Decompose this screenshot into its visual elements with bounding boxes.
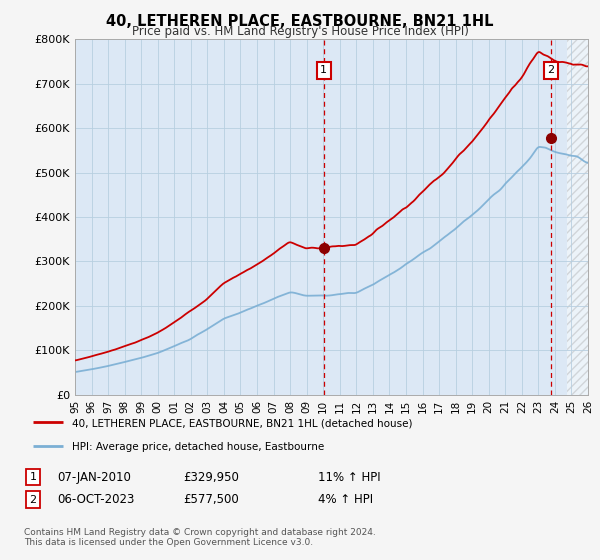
Text: 1: 1 <box>29 472 37 482</box>
Text: 40, LETHEREN PLACE, EASTBOURNE, BN21 1HL: 40, LETHEREN PLACE, EASTBOURNE, BN21 1HL <box>106 14 494 29</box>
Text: 2: 2 <box>547 66 554 75</box>
Text: 40, LETHEREN PLACE, EASTBOURNE, BN21 1HL (detached house): 40, LETHEREN PLACE, EASTBOURNE, BN21 1HL… <box>71 418 412 428</box>
Text: £577,500: £577,500 <box>183 493 239 506</box>
Text: 11% ↑ HPI: 11% ↑ HPI <box>318 470 380 484</box>
Text: 2: 2 <box>29 494 37 505</box>
Text: Price paid vs. HM Land Registry's House Price Index (HPI): Price paid vs. HM Land Registry's House … <box>131 25 469 38</box>
Text: 07-JAN-2010: 07-JAN-2010 <box>57 470 131 484</box>
Text: 1: 1 <box>320 66 327 75</box>
Text: Contains HM Land Registry data © Crown copyright and database right 2024.
This d: Contains HM Land Registry data © Crown c… <box>24 528 376 547</box>
Text: HPI: Average price, detached house, Eastbourne: HPI: Average price, detached house, East… <box>71 442 324 452</box>
Text: £329,950: £329,950 <box>183 470 239 484</box>
Text: 4% ↑ HPI: 4% ↑ HPI <box>318 493 373 506</box>
Text: 06-OCT-2023: 06-OCT-2023 <box>57 493 134 506</box>
